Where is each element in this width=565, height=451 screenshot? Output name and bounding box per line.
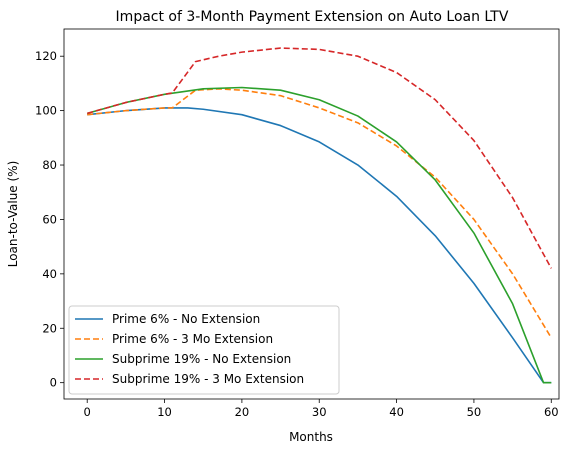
y-axis-ticks: 0 20 40 60 80 100 120 bbox=[35, 49, 64, 390]
x-axis-label: Months bbox=[289, 430, 333, 444]
x-tick-label: 40 bbox=[389, 405, 404, 419]
y-tick-label: 120 bbox=[35, 49, 57, 63]
legend-label: Prime 6% - No Extension bbox=[112, 312, 260, 326]
plot-frame bbox=[63, 28, 560, 400]
legend-label: Prime 6% - 3 Mo Extension bbox=[112, 332, 273, 346]
x-axis-ticks: 0 10 20 30 40 50 60 bbox=[84, 399, 559, 419]
y-tick-label: 80 bbox=[42, 158, 57, 172]
x-tick-label: 20 bbox=[235, 405, 250, 419]
legend-label: Subprime 19% - No Extension bbox=[112, 352, 291, 366]
x-tick-label: 30 bbox=[312, 405, 327, 419]
x-tick-label: 60 bbox=[544, 405, 559, 419]
y-tick-label: 60 bbox=[42, 212, 57, 226]
x-tick-label: 10 bbox=[157, 405, 172, 419]
series-layer bbox=[86, 47, 552, 384]
y-tick-label: 0 bbox=[50, 376, 57, 390]
legend-label: Subprime 19% - 3 Mo Extension bbox=[112, 372, 304, 386]
series-line-2 bbox=[87, 88, 552, 339]
x-tick-label: 50 bbox=[467, 405, 482, 419]
legend: Prime 6% - No Extension Prime 6% - 3 Mo E… bbox=[68, 305, 340, 395]
plot-area: 0 10 20 30 40 50 60 0 20 40 60 80 100 120 bbox=[35, 28, 560, 419]
y-axis-label: Loan-to-Value (%) bbox=[6, 161, 20, 268]
x-tick-label: 0 bbox=[84, 405, 91, 419]
y-tick-label: 100 bbox=[35, 104, 57, 118]
legend-box bbox=[68, 305, 340, 395]
y-tick-label: 40 bbox=[42, 267, 57, 281]
chart-title: Impact of 3-Month Payment Extension on A… bbox=[116, 9, 509, 25]
y-tick-label: 20 bbox=[42, 321, 57, 335]
series-line-4 bbox=[86, 47, 552, 269]
